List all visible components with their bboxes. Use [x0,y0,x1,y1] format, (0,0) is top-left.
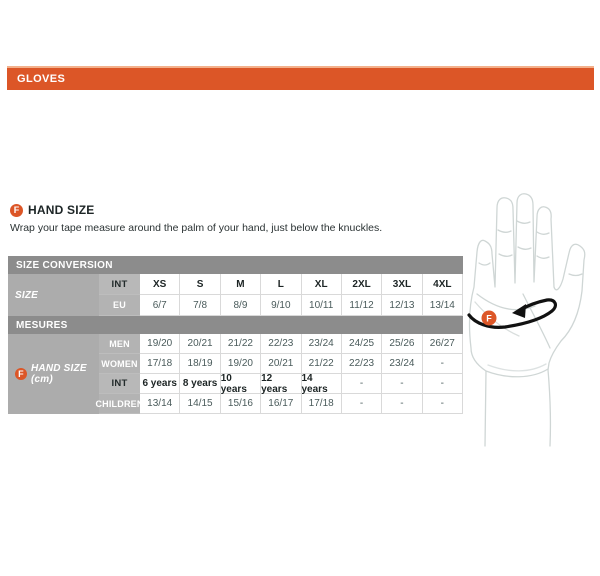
size-cell: S [180,274,221,295]
row-label-men: MEN [99,334,140,354]
measure-cell: 18/19 [180,354,221,374]
measure-cell: 24/25 [341,334,383,354]
finger-crease [517,246,532,250]
measure-cell: - [422,354,463,374]
measure-cell: 17/18 [301,394,342,414]
finger-crease [478,262,491,266]
mesures-header: MESURES [8,316,463,334]
finger-crease [498,253,513,257]
wrist-cuff-line [487,363,547,372]
measure-cell: 6 years [140,374,181,394]
measure-cell: 16/17 [261,394,302,414]
measure-cell: - [382,394,423,414]
finger-crease [536,231,550,235]
measure-cell: 23/24 [382,354,423,374]
hand-size-title: HAND SIZE [28,203,95,217]
measure-cell: - [382,374,423,394]
size-cell: 2XL [341,274,383,295]
measure-cell: 14 years [301,373,342,395]
row-label-int: INT [99,274,140,295]
measure-cell: 21/22 [301,354,342,374]
thumb-crease [568,273,583,277]
measure-cell: - [341,394,383,414]
gloves-section-banner: GLOVES [7,66,594,90]
hand-measure-illustration: F [457,190,598,450]
measure-cell: 8 years [180,374,221,394]
row-label-int-years: INT [99,374,140,394]
size-cell: M [220,274,262,295]
measure-point-f-marker [481,310,497,326]
gloves-banner-title: GLOVES [17,73,66,85]
measure-cell: 23/24 [301,334,342,354]
hand-line-art: F [467,193,586,447]
size-cell: 7/8 [180,295,221,316]
size-cell: 3XL [382,274,423,295]
measure-cell: 22/23 [261,334,302,354]
measure-point-f-icon: F [15,368,27,380]
measure-point-f-marker-letter: F [486,314,492,324]
hand-outline [468,193,586,447]
measure-cell: 19/20 [220,354,262,374]
size-cell: 10/11 [301,295,342,316]
measure-cell: - [422,374,463,394]
measure-cell: 21/22 [220,334,262,354]
measure-cell: 17/18 [140,354,181,374]
mesures-grid: F HAND SIZE (cm) MEN 19/20 20/21 21/22 2… [8,334,463,414]
measure-cell: 19/20 [140,334,181,354]
hand-size-group-label-text: HAND SIZE (cm) [31,363,87,385]
size-cell: 8/9 [220,295,262,316]
size-cell: L [261,274,302,295]
measure-cell: 20/21 [180,334,221,354]
size-cell: XL [301,274,342,295]
wrist-cuff-line [485,368,549,378]
measure-cell: - [341,374,383,394]
measure-cell: - [422,394,463,414]
size-conversion-table: SIZE CONVERSION SIZE INT XS S M L XL 2XL… [8,256,463,414]
hand-size-heading: F HAND SIZE [10,203,94,217]
size-cell: XS [140,274,181,295]
size-cell: 6/7 [140,295,181,316]
row-label-eu: EU [99,295,140,316]
palm-crease [522,293,551,349]
measure-cell: 22/23 [341,354,383,374]
measure-cell: 15/16 [220,394,262,414]
row-label-women: WOMEN [99,354,140,374]
size-conversion-header: SIZE CONVERSION [8,256,463,274]
measure-cell: 14/15 [180,394,221,414]
size-cell: 13/14 [422,295,463,316]
size-grid: SIZE INT XS S M L XL 2XL 3XL 4XL EU 6/7 … [8,274,463,316]
size-cell: 11/12 [341,295,383,316]
hand-size-group-label: F HAND SIZE (cm) [8,334,99,414]
measure-cell: 25/26 [382,334,423,354]
row-label-children: CHILDREN [95,394,143,414]
measure-arrow [467,298,558,329]
finger-crease [516,220,531,224]
size-cell: 4XL [422,274,463,295]
measure-cell: 26/27 [422,334,463,354]
size-cell: 12/13 [382,295,423,316]
size-group-label: SIZE [8,274,99,316]
measure-cell: 10 years [220,373,262,395]
finger-crease [536,255,550,259]
size-cell: 9/10 [261,295,302,316]
measure-cell: 12 years [261,373,302,395]
measure-cell: 13/14 [140,394,181,414]
hand-size-description: Wrap your tape measure around the palm o… [10,222,383,234]
finger-crease [497,229,512,233]
measure-point-f-icon: F [10,203,23,217]
measure-cell: 20/21 [261,354,302,374]
